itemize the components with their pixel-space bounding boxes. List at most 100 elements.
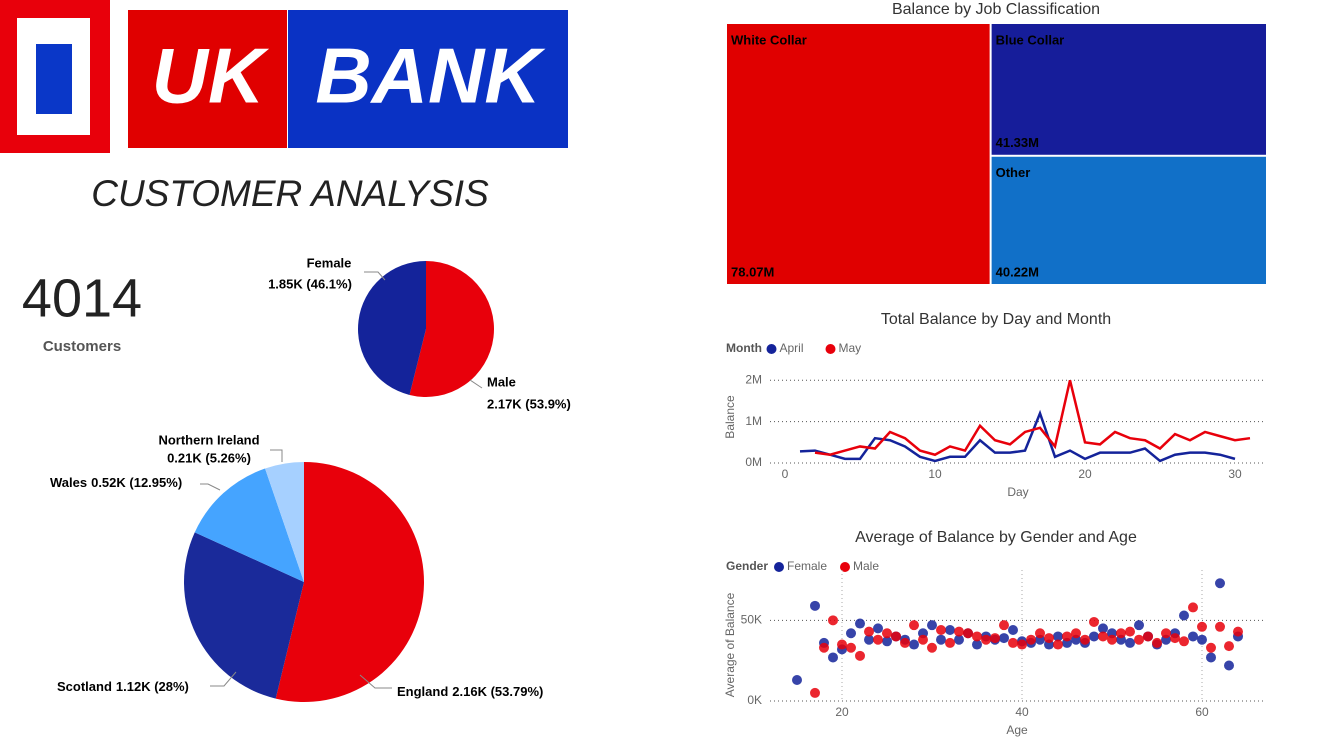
slice-name: Male: [487, 374, 516, 389]
x-tick-label: 60: [1195, 705, 1209, 719]
scatter-point: [963, 628, 973, 639]
scatter-point: [1035, 628, 1045, 639]
scatter-point: [1179, 636, 1189, 647]
scatter-point: [855, 650, 865, 661]
scatter-point: [828, 615, 838, 626]
scatter-point: [837, 639, 847, 650]
pie-slice: [275, 462, 425, 703]
x-tick-label: 20: [1078, 467, 1092, 481]
scatter-point: [1197, 621, 1207, 632]
series-line: [799, 409, 1236, 463]
slice-name: England: [397, 684, 448, 699]
slice-value: 2.16K (53.79%): [452, 684, 543, 699]
kpi-label: Customers: [43, 338, 121, 355]
scatter-point: [1206, 652, 1216, 663]
legend-marker: [774, 562, 784, 572]
slice-name: Female: [307, 255, 352, 270]
scatter-point: [936, 625, 946, 636]
chart-title: Total Balance by Day and Month: [881, 311, 1111, 328]
cell-value: 78.07M: [731, 264, 774, 279]
slice-label: England 2.16K (53.79%): [397, 684, 543, 699]
slice-value: 0.52K (12.95%): [91, 475, 182, 490]
scatter-point: [945, 637, 955, 648]
slice-name: Northern Ireland: [158, 432, 259, 447]
scatter-point: [855, 618, 865, 629]
y-tick-label: 1M: [745, 414, 762, 428]
pie-slice: [194, 468, 304, 582]
scatter-point: [972, 639, 982, 650]
scatter-point: [1224, 660, 1234, 671]
scatter-point: [918, 634, 928, 645]
scatter-point: [1215, 621, 1225, 632]
scatter-point: [1134, 634, 1144, 645]
scatter-point: [1206, 642, 1216, 653]
kpi-value: 4014: [22, 268, 142, 328]
cell-name: White Collar: [731, 32, 807, 47]
scatter-point: [1170, 633, 1180, 644]
scatter-point: [1215, 578, 1225, 589]
x-tick-label: 10: [928, 467, 942, 481]
scatter-point: [954, 634, 964, 645]
scatter-point: [936, 634, 946, 645]
leader-line: [469, 379, 483, 389]
cell-name: Other: [996, 165, 1031, 180]
scatter-point: [1188, 631, 1198, 642]
legend-label: May: [839, 341, 862, 355]
scatter-point: [999, 620, 1009, 631]
scatter-point: [810, 687, 820, 698]
scatter-point: [972, 631, 982, 642]
logo-text-right: BANK: [315, 32, 546, 120]
legend-title: Gender: [726, 559, 768, 573]
scatter-point: [1116, 628, 1126, 639]
scatter-point: [1224, 641, 1234, 652]
legend-title: Month: [726, 341, 762, 355]
scatter-point: [1071, 628, 1081, 639]
scatter-point: [1026, 634, 1036, 645]
scatter-point: [1134, 620, 1144, 631]
scatter-point: [1098, 623, 1108, 634]
scatter-point: [1125, 637, 1135, 648]
y-tick-label: 50K: [741, 613, 762, 627]
logo-text-left: UK: [152, 32, 270, 120]
scatter-point: [1161, 628, 1171, 639]
legend-label: Female: [787, 559, 827, 573]
scatter-point: [873, 623, 883, 634]
y-axis-label: Balance: [723, 395, 737, 439]
slice-name: Scotland: [57, 679, 112, 694]
scatter-point: [1089, 631, 1099, 642]
scatter-point: [1098, 631, 1108, 642]
series-line: [814, 379, 1251, 457]
scatter-point: [1053, 639, 1063, 650]
scatter-point: [810, 600, 820, 611]
x-tick-label: 30: [1228, 467, 1242, 481]
scatter-point: [954, 626, 964, 637]
chart-title: Average of Balance by Gender and Age: [855, 529, 1137, 546]
legend-marker: [825, 344, 836, 354]
slice-value: 1.12K (28%): [116, 679, 189, 694]
scatter-point: [792, 675, 802, 686]
scatter-point: [1179, 610, 1189, 621]
y-tick-label: 0M: [745, 455, 762, 469]
scatter-point: [999, 633, 1009, 644]
slice-label: Wales 0.52K (12.95%): [50, 475, 182, 490]
leader-line: [364, 271, 386, 281]
y-tick-label: 0K: [747, 693, 762, 707]
scatter-point: [1080, 634, 1090, 645]
cell-name: Blue Collar: [996, 32, 1065, 47]
scatter-point: [828, 652, 838, 663]
scatter-point: [1143, 631, 1153, 642]
leader-line: [210, 671, 237, 687]
logo-red: [128, 10, 287, 148]
scatter-point: [1062, 631, 1072, 642]
slice-label: Scotland 1.12K (28%): [57, 679, 189, 694]
scatter-point: [1152, 637, 1162, 648]
y-tick-label: 2M: [745, 372, 762, 386]
cell-value: 40.22M: [996, 264, 1039, 279]
pie-slice: [265, 462, 304, 582]
scatter-point: [1125, 626, 1135, 637]
treemap-cell: [991, 24, 1266, 155]
scatter-point: [864, 626, 874, 637]
scatter-point: [945, 625, 955, 636]
scatter-point: [891, 631, 901, 642]
legend: Gender: [726, 559, 768, 573]
